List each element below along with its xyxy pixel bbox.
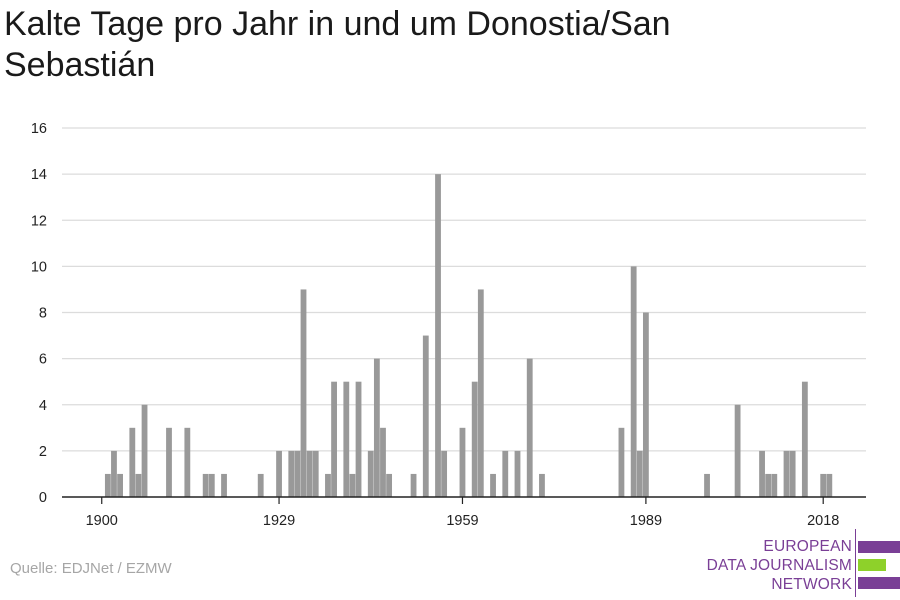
bar: [276, 450, 282, 497]
bar: [208, 473, 215, 497]
bar: [820, 473, 827, 497]
logo-text-line-1: EUROPEAN: [763, 538, 852, 555]
bar: [826, 473, 833, 497]
bar: [435, 174, 441, 497]
bar: [771, 473, 778, 497]
bar: [526, 358, 533, 497]
bar: [539, 473, 545, 497]
bar: [422, 335, 429, 497]
bar: [386, 473, 393, 497]
bar: [636, 450, 643, 497]
bar: [111, 450, 117, 497]
bar: [202, 473, 209, 497]
y-tick-label: 16: [31, 121, 47, 137]
bar: [141, 404, 148, 497]
chart-title: Kalte Tage pro Jahr in und um Donostia/S…: [4, 5, 671, 84]
bar: [300, 289, 307, 497]
bar: [783, 450, 790, 497]
bar: [184, 427, 191, 497]
x-tick-label: 1959: [446, 513, 478, 529]
bar: [459, 427, 466, 497]
y-tick-label: 8: [39, 306, 47, 322]
bar: [410, 473, 417, 497]
x-tick-label: 2018: [807, 513, 839, 529]
x-tick-label: 1989: [630, 513, 662, 529]
logo-divider: [855, 529, 856, 597]
y-tick-labels: 0 2 4 6 8 10 12 14 16: [31, 121, 47, 506]
bar: [343, 381, 350, 497]
bar: [129, 427, 136, 497]
bar: [367, 450, 374, 497]
gridlines: [62, 127, 866, 452]
bar: [373, 358, 380, 497]
bar: [630, 266, 637, 497]
x-tick-label: 1900: [86, 513, 118, 529]
bar: [801, 381, 808, 497]
bar: [490, 473, 496, 497]
logo-text-line-2: DATA JOURNALISM: [706, 557, 852, 574]
logo-bar-purple-top: [858, 541, 900, 553]
bar: [166, 427, 172, 497]
bar: [380, 427, 386, 497]
x-tick-labels: 1900 1929 1959 1989 2018: [86, 513, 840, 529]
bar: [135, 473, 142, 497]
bar: [325, 473, 331, 497]
bar: [306, 450, 313, 497]
bar: [502, 450, 509, 497]
bar: [294, 450, 301, 497]
y-tick-label: 6: [39, 352, 47, 368]
logo-bar-purple-bottom: [858, 577, 900, 589]
y-tick-label: 12: [31, 213, 47, 229]
logo-text-line-3: NETWORK: [771, 576, 852, 593]
bar: [618, 427, 625, 497]
bar: [331, 381, 337, 497]
bar: [441, 450, 448, 497]
y-tick-label: 2: [39, 444, 47, 460]
y-tick-label: 14: [31, 167, 47, 183]
bar: [704, 473, 710, 497]
source-note: Quelle: EDJNet / EZMW: [10, 560, 172, 577]
y-tick-label: 10: [31, 259, 47, 275]
bar: [514, 450, 521, 497]
bar: [642, 312, 649, 497]
bar: [257, 473, 264, 497]
bar: [765, 473, 772, 497]
axes: [62, 496, 866, 504]
logo-bar-green: [858, 559, 886, 571]
bar: [288, 450, 295, 497]
bars: [104, 174, 833, 497]
bar: [471, 381, 478, 497]
bar: [312, 450, 319, 497]
bar: [759, 450, 765, 497]
bar: [117, 473, 123, 497]
bar: [734, 404, 741, 497]
bar: [477, 289, 484, 497]
y-tick-label: 0: [39, 490, 47, 506]
edjnet-logo[interactable]: EUROPEAN DATA JOURNALISM NETWORK: [700, 529, 900, 597]
x-tick-label: 1929: [263, 513, 295, 529]
bar: [349, 473, 356, 497]
bar: [104, 473, 111, 497]
bar: [355, 381, 362, 497]
y-tick-label: 4: [39, 398, 47, 414]
bar: [221, 473, 227, 497]
bar: [789, 450, 796, 497]
